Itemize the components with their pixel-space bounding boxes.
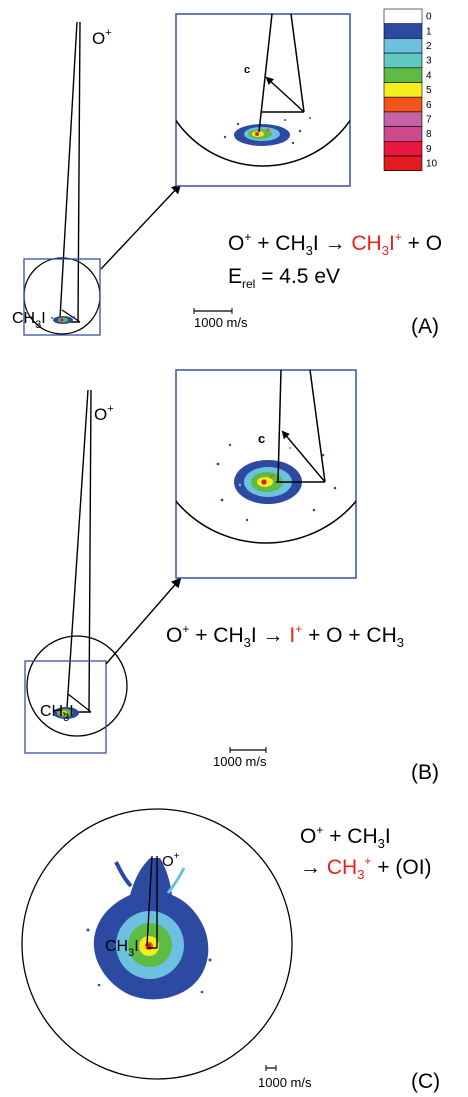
panel-b-equation: O+ + CH3I → I+ + O + CH3 (166, 622, 404, 650)
colorbar-label-1: 1 (426, 26, 432, 37)
panel-b-o-plus-label: O+ (94, 403, 114, 424)
colorbar-swatch-2 (383, 38, 423, 54)
panel-a-inset-vector-left (258, 14, 273, 133)
panel-a-equation: O+ + CH3I → CH3I+ + O (228, 230, 442, 258)
panel-b: O+ CH3I (24, 369, 439, 784)
panel-b-inset-vector-right (309, 370, 326, 483)
panel-b-ch3i-label: CH3I (40, 703, 74, 724)
panel-b-inset-circle (176, 500, 356, 544)
panel-b-c-label: c (258, 431, 265, 446)
colorbar-label-10: 10 (426, 159, 438, 170)
panel-a-small-scatter (51, 316, 75, 324)
colorbar-swatch-9 (383, 141, 423, 157)
colorbar-label-6: 6 (426, 100, 432, 111)
panel-b-main-circle (26, 635, 128, 737)
panel-b-scale-label: 1000 m/s (213, 754, 267, 769)
panel-a-inset-circle (176, 119, 350, 167)
colorbar-swatch-10 (383, 155, 423, 171)
colorbar-label-2: 2 (426, 41, 432, 52)
panel-a-inset-vector-diag (265, 76, 305, 113)
panel-c-ch3i-label: CH3I (105, 938, 139, 959)
panel-a-zoom-arrow (100, 183, 182, 270)
panel-a-scale-label: 1000 m/s (194, 315, 248, 330)
colorbar-swatch-5 (383, 82, 423, 98)
panel-a-vector-diag (61, 309, 81, 323)
colorbar-label-0: 0 (426, 12, 432, 23)
panel-c-equation-line2: → CH3+ + (OI) (300, 854, 432, 882)
panel-b-letter: (B) (411, 761, 439, 784)
colorbar-label-8: 8 (426, 129, 432, 140)
panel-c-equation-line1: O+ + CH3I (300, 823, 391, 851)
colorbar-swatch-4 (383, 67, 423, 83)
panel-c-letter: (C) (411, 1070, 440, 1093)
panel-b-o-vector-right (88, 389, 92, 713)
panel-b-inset-scatter (216, 443, 337, 522)
panel-b-zoom-arrow (105, 577, 182, 665)
colorbar-swatch-1 (383, 23, 423, 39)
panel-a: O+ CH3I (12, 8, 442, 338)
panel-c: O+ CH3I O+ + CH3I → CH3+ + (OI) 1000 m/s… (21, 808, 440, 1093)
panel-a-ch3i-label: CH3I (12, 310, 46, 331)
colorbar-label-3: 3 (426, 56, 432, 67)
panel-b-zoom-box (24, 660, 107, 754)
colorbar-label-9: 9 (426, 144, 432, 155)
panel-a-o-plus-label: O+ (92, 27, 112, 48)
panel-a-inset-vector-right (290, 14, 305, 113)
panel-a-zoom-box (23, 258, 101, 336)
panel-a-o-vector-right (77, 21, 81, 323)
panel-b-small-scatter (53, 707, 79, 719)
colorbar-label-4: 4 (426, 70, 432, 81)
panel-a-c-label: c (244, 64, 250, 76)
colorbar-swatch-0 (383, 8, 423, 24)
colorbar-swatch-3 (383, 52, 423, 69)
panel-c-scale-label: 1000 m/s (258, 1075, 312, 1090)
colorbar-swatch-6 (383, 96, 423, 113)
panel-a-erel: Erel = 4.5 eV (228, 265, 340, 291)
panel-b-inset-vector-left (277, 370, 282, 483)
colorbar: 0 1 2 3 4 5 6 7 8 9 10 (383, 8, 438, 171)
panel-a-o-vector-left (59, 21, 78, 319)
panel-a-inset-scatter (223, 117, 311, 146)
colorbar-label-7: 7 (426, 115, 432, 126)
colorbar-swatch-8 (383, 126, 423, 142)
panel-c-scatter (86, 858, 212, 1000)
panel-c-o-vector-left (146, 855, 153, 947)
colorbar-swatch-7 (383, 111, 423, 127)
colorbar-label-5: 5 (426, 85, 432, 96)
panel-a-letter: (A) (411, 315, 439, 338)
panel-c-o-plus-label: O+ (162, 851, 180, 870)
panel-c-main-circle (21, 808, 293, 1080)
panel-b-vector-diag (67, 693, 92, 713)
panel-b-inset-vector-diag (281, 430, 326, 483)
panel-b-o-vector-left (66, 389, 89, 709)
